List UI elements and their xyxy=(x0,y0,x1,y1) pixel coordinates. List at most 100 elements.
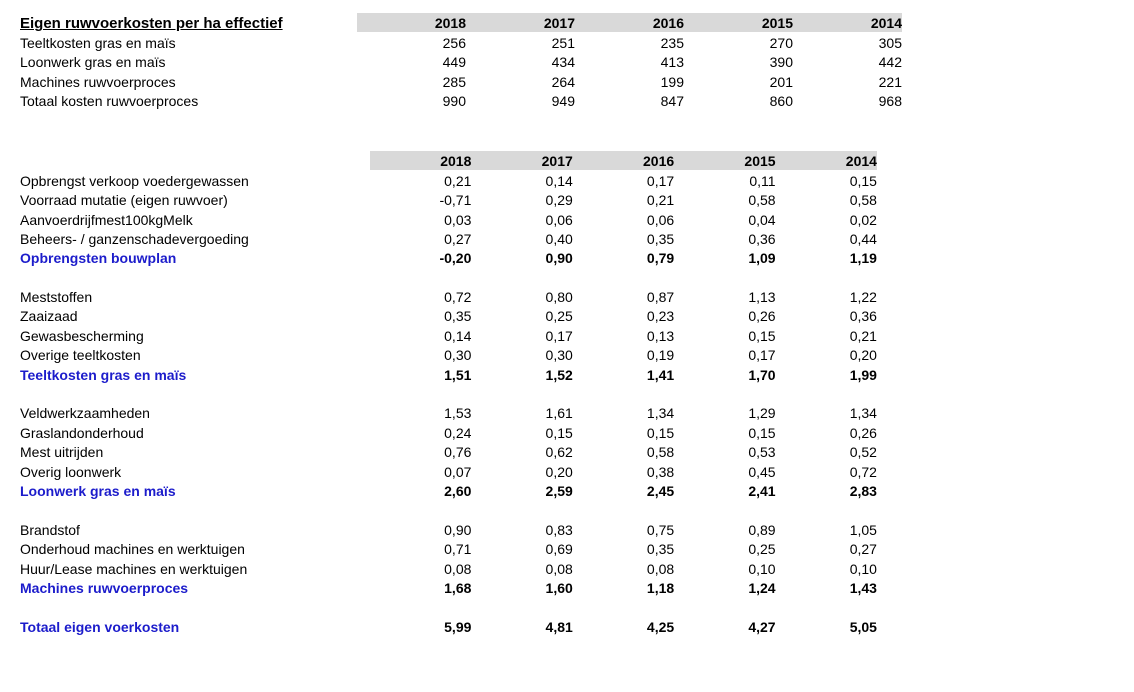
value-cell: 0,14 xyxy=(545,172,573,189)
value-cell: 270 xyxy=(769,34,793,51)
value-cell: 847 xyxy=(660,92,684,109)
table1-body: Teeltkosten gras en maïs 256 251 235 270 305 L… xyxy=(20,32,1134,110)
value-cell: 0,80 xyxy=(545,289,573,306)
value-cell: 0,17 xyxy=(646,172,675,189)
value-cell: 0,27 xyxy=(849,541,877,558)
value-cell: 390 xyxy=(769,54,793,71)
value-cell: 0,19 xyxy=(646,347,675,364)
value-cell: 4,81 xyxy=(545,618,573,635)
table-row: Teeltkosten gras en maïs 256 251 235 270 305 xyxy=(20,32,1134,51)
year-column-header: 2018 xyxy=(357,13,466,33)
table-row: Gewasbescherming 0,14 0,17 0,13 0,15 0,21 xyxy=(20,325,1134,344)
value-cell: 0,21 xyxy=(849,327,877,344)
value-cell: 0,58 xyxy=(748,192,776,209)
value-cell: -0,20 xyxy=(439,250,472,267)
table-row: Teeltkosten gras en maïs 1,51 1,52 1,41 1,70… xyxy=(20,364,1134,383)
table1-title: Eigen ruwvoerkosten per ha effectief xyxy=(20,15,283,33)
value-cell: 0,08 xyxy=(646,560,675,577)
table-row: Zaaizaad 0,35 0,25 0,23 0,26 0,36 xyxy=(20,306,1134,325)
value-cell: 0,27 xyxy=(444,230,472,247)
value-cell: 1,51 xyxy=(444,366,472,383)
value-cell: 285 xyxy=(442,73,466,90)
value-cell: 0,62 xyxy=(545,444,573,461)
value-cell: 434 xyxy=(551,54,575,71)
row-label: Beheers- / ganzenschadevergoeding xyxy=(20,230,249,247)
year-column-header: 2017 xyxy=(466,13,575,33)
row-label: Gewasbescherming xyxy=(20,327,144,344)
value-cell: 199 xyxy=(660,73,684,90)
value-cell: 235 xyxy=(660,34,684,51)
year-column-header: 2018 xyxy=(370,150,472,171)
row-label: Zaaizaad xyxy=(20,308,78,325)
value-cell: 2,60 xyxy=(444,482,472,499)
value-cell: 0,20 xyxy=(545,463,573,480)
table-row: Brandstof 0,90 0,83 0,75 0,89 1,05 xyxy=(20,519,1134,538)
value-cell: 4,27 xyxy=(748,618,776,635)
table-row: Totaal eigen voerkosten 5,99 4,81 4,25 4,27 5… xyxy=(20,616,1134,635)
year-column-header: 2014 xyxy=(793,13,902,33)
value-cell: 0,75 xyxy=(646,521,675,538)
row-label: Veldwerkzaamheden xyxy=(20,405,150,422)
table-row: Aanvoerdrijfmest100kgMelk 0,03 0,06 0,06 0,0… xyxy=(20,209,1134,228)
table-ruwvoerkosten-per-ha: Eigen ruwvoerkosten per ha effectief 201… xyxy=(20,13,1134,110)
value-cell: 0,52 xyxy=(849,444,877,461)
value-cell: 1,13 xyxy=(748,289,776,306)
value-cell: 0,10 xyxy=(748,560,776,577)
value-cell: 0,15 xyxy=(748,327,776,344)
row-label: Aanvoerdrijfmest100kgMelk xyxy=(20,211,193,228)
value-cell: 860 xyxy=(769,92,793,109)
value-cell: 0,03 xyxy=(444,211,472,228)
value-cell: 1,70 xyxy=(748,366,776,383)
value-cell: 1,68 xyxy=(444,579,472,596)
value-cell: 1,05 xyxy=(849,521,877,538)
value-cell: 0,71 xyxy=(444,541,472,558)
value-cell: 0,90 xyxy=(545,250,573,267)
value-cell: 1,29 xyxy=(748,405,776,422)
table2-body: Opbrengst verkoop voedergewassen 0,21 0,14… xyxy=(20,170,1134,635)
value-cell: 251 xyxy=(551,34,575,51)
value-cell: 0,14 xyxy=(444,327,472,344)
value-cell: 0,15 xyxy=(849,172,877,189)
value-cell: 0,72 xyxy=(444,289,472,306)
row-label: Teeltkosten gras en maïs xyxy=(20,34,176,51)
year-column-header: 2015 xyxy=(674,150,776,171)
value-cell: 1,53 xyxy=(444,405,472,422)
value-cell: 449 xyxy=(442,54,466,71)
value-cell: 0,06 xyxy=(545,211,573,228)
row-label: Totaal eigen voerkosten xyxy=(20,618,180,635)
value-cell: 1,24 xyxy=(748,579,776,596)
value-cell: 0,53 xyxy=(748,444,776,461)
value-cell: 0,36 xyxy=(748,230,776,247)
row-label: Loonwerk gras en maïs xyxy=(20,482,176,499)
value-cell: 0,21 xyxy=(444,172,472,189)
value-cell: 0,90 xyxy=(444,521,472,538)
value-cell: 0,25 xyxy=(748,541,776,558)
table-row: Veldwerkzaamheden 1,53 1,61 1,34 1,29 1,34 xyxy=(20,403,1134,422)
year-column-header: 2015 xyxy=(684,13,793,33)
value-cell: 968 xyxy=(878,92,902,109)
row-label: Teeltkosten gras en maïs xyxy=(20,366,187,383)
value-cell: 2,41 xyxy=(748,482,776,499)
value-cell: 0,07 xyxy=(444,463,472,480)
value-cell: 0,58 xyxy=(849,192,877,209)
value-cell: 0,21 xyxy=(646,192,675,209)
value-cell: 0,35 xyxy=(646,230,675,247)
table-row: Graslandonderhoud 0,24 0,15 0,15 0,15 0,26 xyxy=(20,422,1134,441)
row-label: Opbrengst verkoop voedergewassen xyxy=(20,172,249,189)
value-cell: 0,79 xyxy=(646,250,675,267)
value-cell: 0,83 xyxy=(545,521,573,538)
value-cell: 0,58 xyxy=(646,444,675,461)
row-label: Loonwerk gras en maïs xyxy=(20,54,166,71)
table-row: Beheers- / ganzenschadevergoeding 0,27 0,4… xyxy=(20,229,1134,248)
value-cell: 1,52 xyxy=(545,366,573,383)
group-spacer xyxy=(20,384,1134,403)
value-cell: 305 xyxy=(878,34,902,51)
row-label: Meststoffen xyxy=(20,289,93,306)
value-cell: 1,60 xyxy=(545,579,573,596)
value-cell: 0,45 xyxy=(748,463,776,480)
value-cell: 0,87 xyxy=(646,289,675,306)
value-cell: 0,25 xyxy=(545,308,573,325)
value-cell: 0,04 xyxy=(748,211,776,228)
value-cell: 0,69 xyxy=(545,541,573,558)
table-row: Onderhoud machines en werktuigen 0,71 0,69… xyxy=(20,539,1134,558)
